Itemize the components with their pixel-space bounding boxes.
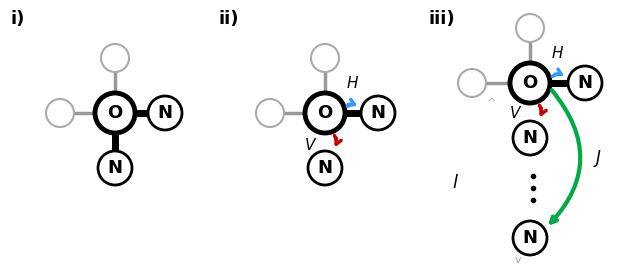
- Text: N: N: [522, 229, 538, 247]
- Text: ii): ii): [218, 10, 239, 28]
- Text: J: J: [596, 149, 600, 167]
- Text: N: N: [317, 159, 333, 177]
- Text: H: H: [346, 76, 358, 91]
- Text: i): i): [10, 10, 24, 28]
- Text: O: O: [317, 104, 333, 122]
- Text: ^: ^: [487, 98, 497, 108]
- Text: V: V: [510, 106, 520, 121]
- Circle shape: [148, 96, 182, 130]
- Circle shape: [510, 63, 550, 103]
- Circle shape: [305, 93, 345, 133]
- Circle shape: [568, 66, 602, 100]
- Circle shape: [95, 93, 135, 133]
- Circle shape: [513, 121, 547, 155]
- Circle shape: [98, 151, 132, 185]
- Circle shape: [311, 44, 339, 72]
- Text: N: N: [522, 129, 538, 147]
- Text: N: N: [108, 159, 122, 177]
- Text: iii): iii): [428, 10, 454, 28]
- Circle shape: [46, 99, 74, 127]
- Circle shape: [361, 96, 395, 130]
- Text: N: N: [577, 74, 593, 92]
- Text: O: O: [108, 104, 123, 122]
- Text: N: N: [371, 104, 385, 122]
- Circle shape: [101, 44, 129, 72]
- Text: H: H: [551, 46, 563, 61]
- Text: v: v: [515, 255, 522, 265]
- Circle shape: [458, 69, 486, 97]
- Text: $l$: $l$: [452, 174, 458, 192]
- Circle shape: [256, 99, 284, 127]
- Text: O: O: [522, 74, 538, 92]
- Circle shape: [516, 14, 544, 42]
- Circle shape: [308, 151, 342, 185]
- Text: V: V: [305, 137, 315, 152]
- Text: N: N: [157, 104, 173, 122]
- Circle shape: [513, 221, 547, 255]
